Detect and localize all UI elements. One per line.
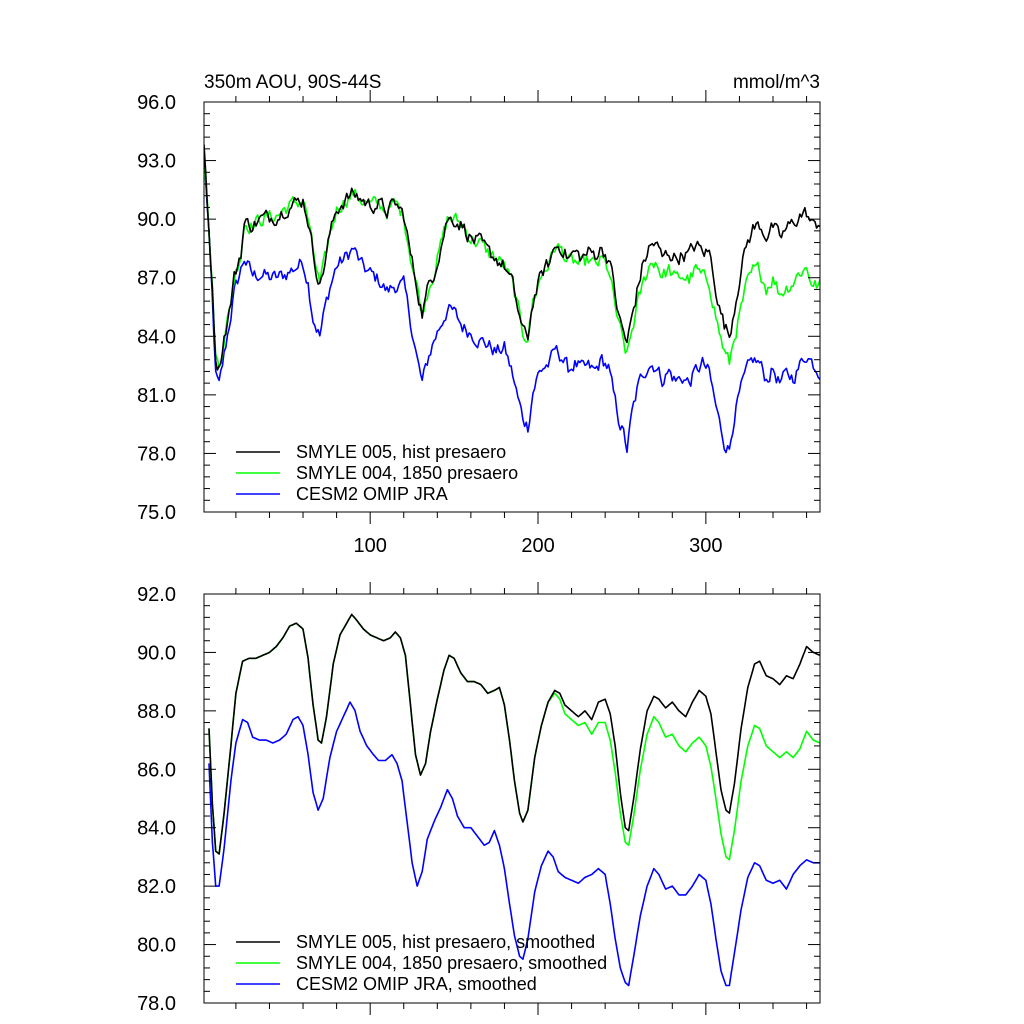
top-panel: 350m AOU, 90S-44S mmol/m^3 75.0 78.0 81.0 8…: [137, 72, 821, 557]
y-tick-label: 84.0: [137, 818, 176, 840]
series-line-1: [208, 613, 820, 855]
series-line-3: [208, 701, 820, 987]
y-tick-label: 75.0: [137, 502, 176, 524]
bottom-panel-series: [208, 613, 820, 987]
x-tick-label: 100: [353, 535, 386, 557]
y-tick-label: 87.0: [137, 268, 176, 290]
bottom-panel: 78.0 80.0 82.0 84.0 86.0 88.0 90.0 92.0 SMYLE 0…: [137, 582, 821, 1015]
bottom-panel-ticks: 78.0 80.0 82.0 84.0 86.0 88.0 90.0 92.0: [137, 582, 820, 1015]
bottom-panel-frame: [203, 593, 821, 1004]
y-tick-label: 90.0: [137, 209, 176, 231]
y-tick-label: 88.0: [137, 701, 176, 723]
legend-label: CESM2 OMIP JRA, smoothed: [296, 974, 537, 994]
y-tick-label: 78.0: [137, 443, 176, 465]
y-tick-label: 84.0: [137, 326, 176, 348]
legend-label: SMYLE 004, 1850 presaero: [296, 463, 518, 483]
top-panel-title: 350m AOU, 90S-44S: [204, 72, 381, 93]
series-line-3: [204, 148, 820, 454]
x-tick-label: 200: [521, 535, 554, 557]
top-panel-frame: [203, 101, 821, 513]
series-line-1: [204, 144, 820, 371]
y-tick-label: 90.0: [137, 642, 176, 664]
y-tick-label: 96.0: [137, 92, 176, 114]
series-line-2: [204, 154, 820, 369]
y-tick-label: 93.0: [137, 151, 176, 173]
y-tick-label: 92.0: [137, 584, 176, 606]
legend-label: CESM2 OMIP JRA: [296, 484, 448, 504]
y-tick-label: 81.0: [137, 385, 176, 407]
legend-label: SMYLE 004, 1850 presaero, smoothed: [296, 953, 607, 973]
bottom-panel-legend: SMYLE 005, hist presaero, smoothedSMYLE …: [236, 932, 607, 994]
legend-label: SMYLE 005, hist presaero: [296, 442, 506, 462]
top-panel-ticks: 75.0 78.0 81.0 84.0 87.0 90.0 93.0 96.0 100 200 30…: [137, 90, 820, 557]
y-tick-label: 78.0: [137, 993, 176, 1015]
y-tick-label: 82.0: [137, 876, 176, 898]
x-tick-label: 300: [689, 535, 722, 557]
y-tick-label: 86.0: [137, 759, 176, 781]
y-tick-label: 80.0: [137, 935, 176, 957]
top-panel-units: mmol/m^3: [733, 72, 820, 93]
top-panel-series: [204, 144, 820, 454]
legend-label: SMYLE 005, hist presaero, smoothed: [296, 932, 595, 952]
